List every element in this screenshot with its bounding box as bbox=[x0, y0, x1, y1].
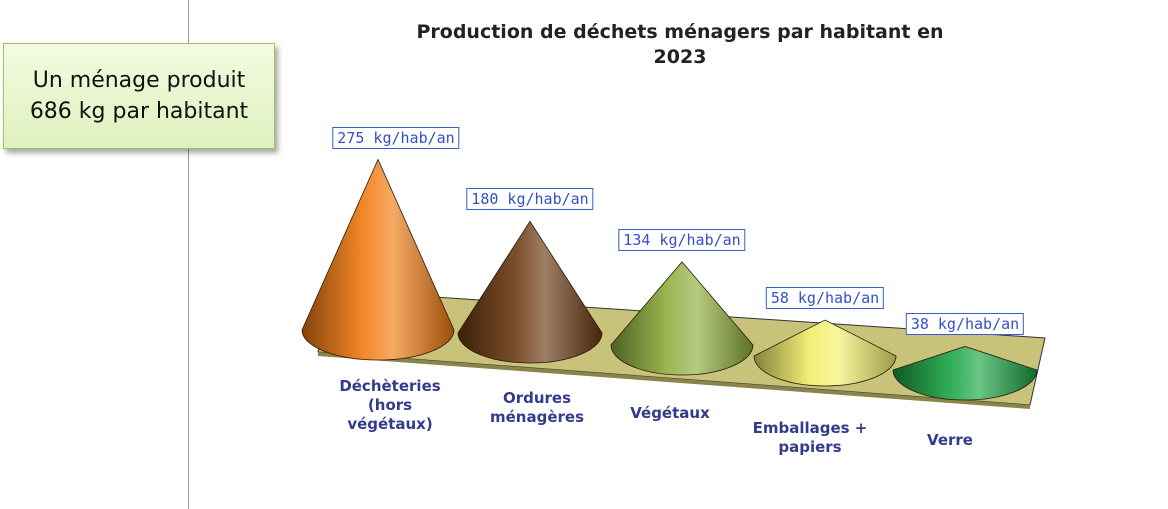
value-label: 38 kg/hab/an bbox=[905, 313, 1025, 336]
chart-frame bbox=[188, 0, 1168, 509]
x-tick-label: Déchèteries (hors végétaux) bbox=[339, 377, 441, 433]
cone bbox=[610, 261, 754, 376]
annotation: Un ménage produit 686 kg par habitant bbox=[3, 43, 275, 149]
x-tick-label: Ordures ménagères bbox=[489, 389, 584, 426]
x-tick-label: Emballages + papiers bbox=[752, 419, 868, 456]
platform-edge bbox=[318, 352, 1030, 409]
value-label: 134 kg/hab/an bbox=[618, 228, 746, 251]
value-label: 180 kg/hab/an bbox=[466, 188, 594, 211]
cone bbox=[892, 346, 1038, 401]
cone bbox=[301, 158, 455, 361]
chart-title: Production de déchets ménagers par habit… bbox=[416, 21, 944, 68]
cone bbox=[457, 220, 603, 364]
x-tick-label: Végétaux bbox=[630, 404, 710, 422]
cone bbox=[753, 319, 897, 387]
value-label: 275 kg/hab/an bbox=[332, 126, 460, 149]
x-tick-label: Verre bbox=[927, 431, 973, 449]
value-label: 58 kg/hab/an bbox=[765, 287, 885, 310]
